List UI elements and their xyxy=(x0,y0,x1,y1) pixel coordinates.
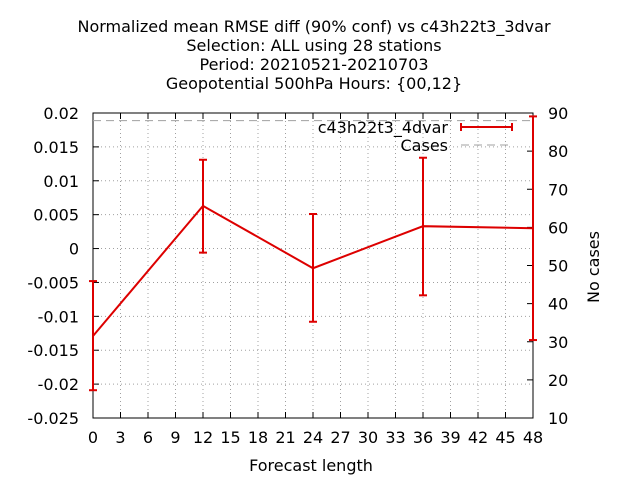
chart-title: Normalized mean RMSE diff (90% conf) vs … xyxy=(77,17,550,93)
plot-area xyxy=(89,115,537,392)
x-tick-label: 30 xyxy=(358,428,378,447)
x-tick-label: 12 xyxy=(193,428,213,447)
x-tick-label: 6 xyxy=(143,428,153,447)
y-tick-label: -0.02 xyxy=(38,375,79,394)
x-tick-label: 0 xyxy=(88,428,98,447)
x-tick-label: 27 xyxy=(330,428,350,447)
x-tick-label: 42 xyxy=(468,428,488,447)
x-tick-label: 21 xyxy=(275,428,295,447)
y2-tick-label: 30 xyxy=(548,333,568,352)
title-line: Normalized mean RMSE diff (90% conf) vs … xyxy=(77,17,550,37)
x-tick-label: 33 xyxy=(385,428,405,447)
x-tick-label: 3 xyxy=(115,428,125,447)
legend-label: c43h22t3_4dvar xyxy=(318,118,449,138)
title-line: Period: 20210521-20210703 xyxy=(199,55,428,74)
y2-tick-label: 20 xyxy=(548,371,568,390)
y2-tick-label: 90 xyxy=(548,104,568,123)
y-tick-label: -0.01 xyxy=(38,307,79,326)
x-tick-label: 48 xyxy=(523,428,543,447)
x-tick-label: 36 xyxy=(413,428,433,447)
x-tick-label: 39 xyxy=(440,428,460,447)
x-axis-label: Forecast length xyxy=(249,456,373,475)
y-tick-label: -0.005 xyxy=(27,273,79,292)
y-tick-label: -0.025 xyxy=(27,409,79,428)
y2-axis-label: No cases xyxy=(584,231,603,303)
y-tick-label: 0.02 xyxy=(43,104,79,123)
x-tick-label: 24 xyxy=(303,428,323,447)
y2-tick-label: 80 xyxy=(548,142,568,161)
y-tick-label: 0.01 xyxy=(43,172,79,191)
title-line: Geopotential 500hPa Hours: {00,12} xyxy=(166,74,462,93)
y-tick-label: 0.005 xyxy=(33,206,79,225)
legend-label: Cases xyxy=(401,136,449,155)
y-tick-label: 0.015 xyxy=(33,138,79,157)
y2-tick-label: 70 xyxy=(548,180,568,199)
x-tick-label: 18 xyxy=(248,428,268,447)
y-tick-label: 0 xyxy=(69,240,79,259)
x-tick-label: 45 xyxy=(495,428,515,447)
axes: 0 3 6 9 12 15 18 21 24 27 30 33 36 39 42 45 48-0.025-0.0… xyxy=(27,104,568,447)
x-tick-label: 15 xyxy=(220,428,240,447)
title-line: Selection: ALL using 28 stations xyxy=(186,36,441,55)
x-tick-label: 9 xyxy=(170,428,180,447)
y2-tick-label: 40 xyxy=(548,295,568,314)
y-tick-label: -0.015 xyxy=(27,341,79,360)
y2-tick-label: 10 xyxy=(548,409,568,428)
y2-tick-label: 60 xyxy=(548,218,568,237)
y2-tick-label: 50 xyxy=(548,257,568,276)
